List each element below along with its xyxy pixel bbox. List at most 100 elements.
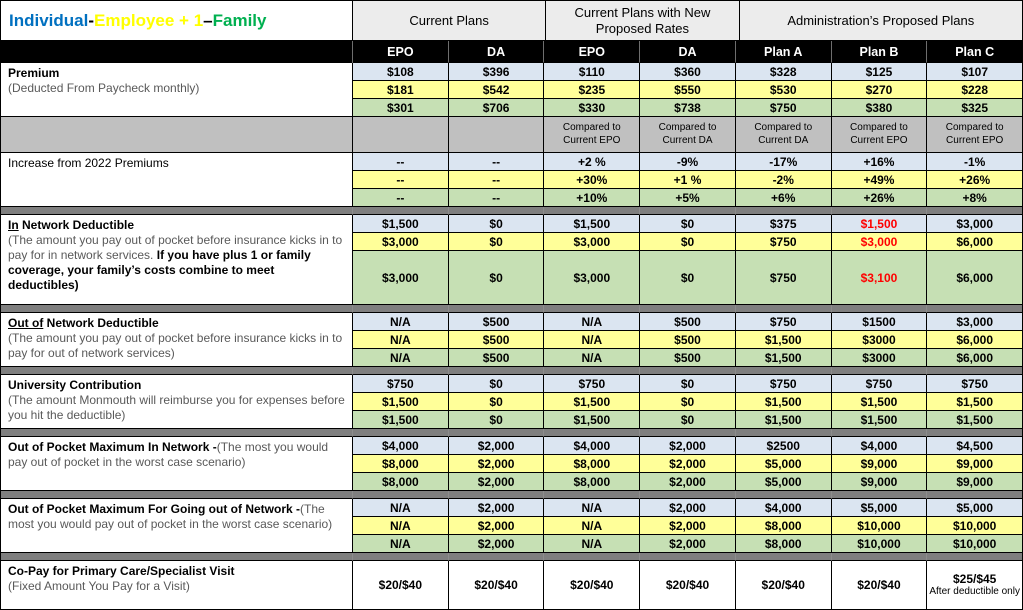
oop-max-in-network-individual-plan-c: $4,500 [927, 437, 1022, 455]
col-header-plan-b: Plan B [831, 41, 928, 63]
label-text: (The most you would pay out of pocket in… [8, 502, 333, 531]
copay-plan-b: $20/$40 [832, 561, 928, 609]
oop-max-in-network-employee-plus-1-new-da: $2,000 [640, 455, 736, 473]
cell-value: $0 [489, 376, 503, 391]
separator-cell [353, 429, 449, 437]
group-header-admin-proposed-plans: Administration’s Proposed Plans [739, 1, 1022, 41]
separator-cell [544, 305, 641, 313]
oop-max-in-network-individual-current-epo: $4,000 [353, 437, 449, 455]
cell-value: $0 [680, 270, 695, 285]
university-contribution-individual-current-epo: $750 [353, 375, 449, 393]
out-of-network-deductible-individual-row: N/A $500 N/A $500 $750 $1500 $3,000 [353, 313, 1022, 331]
university-contribution-family-row: $1,500 $0 $1,500 $0 $1,500 $1,500 $1,500 [353, 411, 1022, 429]
label-text: (The most you would pay out of pocket in… [8, 440, 329, 469]
separator-cell [831, 305, 928, 313]
cell-value: $1,500 [382, 216, 419, 231]
col-header-label: EPO [387, 44, 414, 59]
separator-cell [927, 207, 1022, 215]
in-network-deductible-section: In Network Deductible (The amount you pay… [1, 215, 1022, 305]
separator-cell [448, 305, 545, 313]
oop-max-out-of-network-employee-plus-1-plan-b: $10,000 [831, 517, 928, 535]
separator-cell [640, 429, 736, 437]
oop-max-out-of-network-label: Out of Pocket Maximum For Going out of N… [1, 499, 353, 553]
cell-value: $1,500 [956, 412, 994, 427]
in-network-deductible-label: In Network Deductible (The amount you pay… [1, 215, 353, 305]
cell-value: $125 [865, 64, 893, 79]
oop-max-out-of-network-individual-new-epo: N/A [544, 499, 641, 517]
premium-family-plan-a: $750 [735, 99, 832, 117]
title-part: Individual [9, 10, 89, 30]
out-of-network-deductible-individual-new-da: $500 [640, 313, 736, 331]
cell-value: $2,000 [669, 456, 706, 471]
separator-cell [927, 305, 1022, 313]
increase-rows: -- -- +2 % -9% -17% +16% -1% -- -- +30% +1 % -2% +49… [353, 153, 1022, 207]
compare-band-new-epo: Compared to Current EPO [544, 117, 641, 153]
cell-value: $500 [674, 350, 701, 365]
cell-value: +5% [675, 190, 700, 205]
cell-value: $8,000 [764, 536, 802, 551]
cell-value: $706 [482, 100, 510, 115]
cell-value: N/A [581, 500, 603, 515]
cell-value: $1,500 [573, 394, 611, 409]
cell-value: $3,000 [382, 270, 419, 285]
increase-employee-plus-1-current-epo: -- [353, 171, 449, 189]
cell-value: $0 [489, 412, 503, 427]
separator-cell [448, 367, 545, 375]
separator-cell [735, 429, 832, 437]
col-header-plan-a: Plan A [735, 41, 832, 63]
cell-value: $1,500 [860, 216, 898, 231]
in-network-deductible-employee-plus-1-plan-a: $750 [735, 233, 832, 251]
group-header-label: Administration’s Proposed Plans [787, 12, 975, 28]
separator-cell [448, 491, 545, 499]
cell-value: $2,000 [477, 536, 515, 551]
university-contribution-individual-plan-c: $750 [927, 375, 1022, 393]
university-contribution-section: University Contribution (The amount Monmo… [1, 375, 1022, 429]
label-text: (Fixed Amount You Pay for a Visit) [8, 578, 190, 593]
cell-value: $1,500 [956, 394, 994, 409]
label-text: (The amount Monmouth will reimburse you … [8, 392, 345, 422]
premium-label: Premium (Deducted From Paycheck monthly) [1, 63, 353, 117]
cell-value: $360 [674, 64, 701, 79]
out-of-network-deductible-individual-current-da: $500 [448, 313, 545, 331]
title-part: Employee + 1 [94, 10, 204, 30]
label-text: Out of Pocket Maximum For Going out of N… [8, 502, 301, 516]
premium-family-plan-c: $325 [927, 99, 1022, 117]
cell-value: $396 [482, 64, 510, 79]
cell-value: N/A [390, 536, 411, 551]
separator-cell [831, 553, 928, 561]
cell-value: +10% [576, 190, 608, 205]
compare-band-current-epo [353, 117, 449, 153]
cell-value: $750 [769, 234, 797, 249]
out-of-network-deductible-family-new-da: $500 [640, 349, 736, 367]
increase-individual-current-da: -- [448, 153, 545, 171]
in-network-deductible-family-plan-b: $3,100 [831, 251, 928, 305]
oop-max-out-of-network-family-plan-a: $8,000 [735, 535, 832, 553]
university-contribution-employee-plus-1-plan-b: $1,500 [831, 393, 928, 411]
compare-line1: Compared to [850, 122, 908, 133]
oop-max-out-of-network-employee-plus-1-current-epo: N/A [353, 517, 449, 535]
oop-max-out-of-network-individual-new-da: $2,000 [640, 499, 736, 517]
cell-value: N/A [581, 350, 603, 365]
in-network-deductible-family-new-da: $0 [640, 251, 736, 305]
cell-value: +6% [771, 190, 796, 205]
cell-value: $3000 [862, 350, 896, 365]
col-header-plan-c: Plan C [927, 41, 1022, 63]
col-header-current-da: DA [448, 41, 545, 63]
university-contribution-label: University Contribution (The amount Monmo… [1, 375, 353, 429]
cell-value: N/A [390, 314, 411, 329]
oop-max-out-of-network-family-current-da: $2,000 [448, 535, 545, 553]
label-text: Network Deductible [43, 316, 159, 330]
cell-value: $228 [961, 82, 989, 97]
cell-value: $750 [769, 100, 797, 115]
separator-cell [448, 207, 545, 215]
cell-value: N/A [581, 518, 603, 533]
university-contribution-individual-row: $750 $0 $750 $0 $750 $750 $750 [353, 375, 1022, 393]
in-network-deductible-individual-new-epo: $1,500 [544, 215, 641, 233]
cell-value: -- [492, 172, 501, 187]
cell-value: $20/$40 [761, 578, 805, 592]
in-network-deductible-family-current-da: $0 [448, 251, 545, 305]
col-header-current-epo: EPO [353, 41, 449, 63]
cell-value: $8,000 [382, 474, 419, 489]
cell-value: +8% [962, 190, 987, 205]
cell-value: $325 [961, 100, 989, 115]
